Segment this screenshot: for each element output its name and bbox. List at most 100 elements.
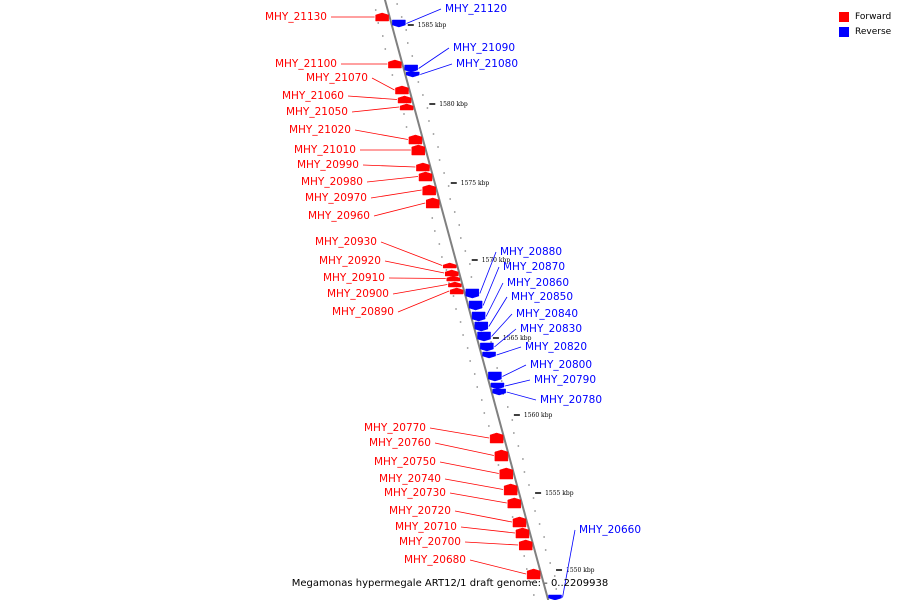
gene-connector	[384, 260, 445, 274]
gene-feature	[399, 103, 414, 111]
gene-label: MHY_20960	[308, 210, 370, 222]
gene-feature	[518, 539, 533, 551]
gene-label: MHY_20820	[525, 341, 587, 353]
gene-label: MHY_20770	[364, 422, 426, 434]
gene-connector	[460, 526, 516, 534]
gene-label: MHY_20930	[315, 236, 377, 248]
gene-feature	[411, 144, 426, 156]
gene-feature	[449, 287, 464, 295]
gene-label: MHY_20750	[374, 456, 436, 468]
tick-label: 1575 kbp	[461, 180, 490, 187]
gene-connector	[488, 296, 508, 327]
gene-label: MHY_20860	[507, 277, 569, 289]
legend-label-reverse: Reverse	[855, 26, 892, 37]
gene-feature	[526, 568, 541, 580]
gene-feature	[507, 497, 522, 509]
gene-label: MHY_21120	[445, 3, 507, 15]
gene-connector	[491, 313, 513, 337]
gene-feature	[503, 483, 518, 496]
gene-feature	[416, 162, 430, 172]
gene-connector	[351, 106, 400, 113]
gene-feature	[445, 269, 459, 277]
gene-feature	[395, 85, 409, 95]
gene-connector	[449, 492, 507, 504]
gene-label: MHY_21100	[275, 58, 337, 70]
tick-label: 1555 kbp	[545, 490, 574, 497]
gene-connector	[464, 541, 519, 546]
gene-feature	[512, 516, 527, 528]
gene-feature	[548, 594, 562, 600]
gene-connector	[444, 478, 504, 490]
gene-connector	[502, 364, 527, 377]
gene-label: MHY_20830	[520, 323, 582, 335]
gene-feature	[425, 197, 440, 209]
gene-feature	[490, 382, 505, 390]
gene-feature	[388, 59, 402, 69]
gene-label: MHY_21070	[306, 72, 368, 84]
gene-feature	[474, 321, 489, 332]
gene-label: MHY_20680	[404, 554, 466, 566]
gene-feature	[408, 134, 423, 145]
gene-label: MHY_20850	[511, 291, 573, 303]
gene-label: MHY_20800	[530, 359, 592, 371]
gene-label: MHY_21060	[282, 90, 344, 102]
gene-feature	[422, 184, 436, 196]
tick-label: 1570 kbp	[482, 257, 511, 264]
gene-connector	[380, 241, 443, 266]
gene-label: MHY_20980	[301, 176, 363, 188]
gene-feature	[492, 388, 506, 396]
gene-feature	[448, 281, 462, 288]
gene-feature	[446, 275, 461, 282]
gene-connector	[366, 176, 419, 183]
legend-swatch-forward	[839, 11, 849, 22]
gene-feature	[404, 64, 418, 73]
gene-feature	[489, 432, 504, 444]
gene-label: MHY_20660	[579, 524, 641, 536]
gene-feature	[392, 19, 406, 28]
gene-connector	[371, 77, 395, 91]
gene-feature	[494, 449, 509, 462]
sequence-backbone	[383, 0, 550, 600]
gene-label: MHY_21130	[265, 11, 327, 23]
gene-connector	[392, 284, 448, 295]
gene-label: MHY_20760	[369, 437, 431, 449]
legend-item-forward: Forward	[839, 9, 891, 24]
gene-label: MHY_20700	[399, 536, 461, 548]
tick-label: 1585 kbp	[418, 22, 447, 29]
gene-connector	[354, 129, 409, 140]
gene-label: MHY_20920	[319, 255, 381, 267]
gene-connector	[434, 442, 494, 456]
gene-label: MHY_20710	[395, 521, 457, 533]
gene-connector	[362, 164, 416, 168]
gene-feature	[515, 527, 530, 539]
gene-label: MHY_20870	[503, 261, 565, 273]
gene-connector	[429, 427, 490, 439]
gene-feature	[397, 95, 412, 104]
gene-feature	[375, 12, 389, 22]
gene-connector	[482, 266, 500, 306]
gene-feature	[482, 351, 496, 359]
gene-label: MHY_20900	[327, 288, 389, 300]
gene-label: MHY_21090	[453, 42, 515, 54]
gene-label: MHY_20740	[379, 473, 441, 485]
sequence-caption: Megamonas hypermegale ART12/1 draft geno…	[291, 578, 609, 589]
gene-label: MHY_20720	[389, 505, 451, 517]
gene-feature	[465, 288, 480, 299]
gene-connector	[439, 461, 499, 474]
gene-feature	[442, 262, 457, 269]
gene-label: MHY_21010	[294, 144, 356, 156]
gene-label: MHY_20970	[305, 192, 367, 204]
gene-feature	[477, 331, 491, 342]
gene-connector	[454, 510, 513, 523]
gene-label: MHY_20890	[332, 306, 394, 318]
gene-feature	[488, 371, 502, 382]
gene-label: MHY_20780	[540, 394, 602, 406]
gene-feature	[499, 467, 514, 480]
gene-connector	[388, 277, 446, 279]
gene-connector	[397, 290, 450, 313]
gene-connector	[373, 202, 426, 217]
gene-connector	[479, 251, 497, 294]
gene-label: MHY_21020	[289, 124, 351, 136]
gene-label: MHY_20880	[500, 246, 562, 258]
